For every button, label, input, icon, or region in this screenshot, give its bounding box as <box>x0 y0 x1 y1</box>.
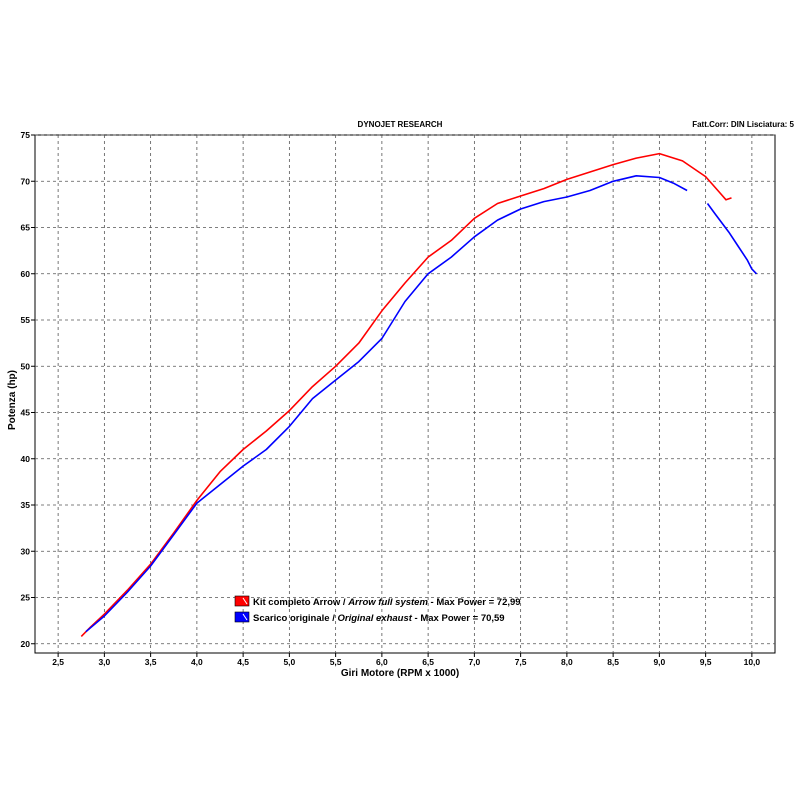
y-tick-label: 40 <box>21 454 31 464</box>
series-layer <box>80 152 758 637</box>
y-tick-label: 75 <box>21 130 31 140</box>
legend-swatch-stripe <box>242 597 248 605</box>
legend-max-power-text: - Max Power = 70,59 <box>412 613 505 624</box>
legend-swatch-red <box>234 595 250 607</box>
y-tick-label: 60 <box>21 269 31 279</box>
legend-swatch-stripe <box>242 613 248 621</box>
x-tick-label: 6,5 <box>422 657 434 667</box>
x-tick-label: 3,0 <box>98 657 110 667</box>
legend-main-text: Kit completo Arrow / <box>253 597 348 608</box>
x-tick-label: 2,5 <box>52 657 64 667</box>
y-tick-label: 70 <box>21 176 31 186</box>
legend-label: Scarico originale / Original exhaust - M… <box>253 613 505 624</box>
legend-swatch-box <box>234 611 250 623</box>
x-tick-label: 9,5 <box>700 657 712 667</box>
y-tick-label: 30 <box>21 546 31 556</box>
series-line-original-exhaust <box>85 175 688 633</box>
header-settings: Fatt.Corr: DIN Lisciatura: 5 <box>692 120 794 129</box>
legend-italic-text: Arrow full system <box>347 597 428 608</box>
axis-ticks: 2,5 3,0 3,5 4,0 4,5 5,0 5,5 6,0 6,5 7,0 7,5 8,0 8,5 9… <box>21 130 761 667</box>
grid-lines <box>35 134 775 653</box>
legend-main-text: Scarico originale / <box>253 613 337 624</box>
x-tick-label: 7,0 <box>468 657 480 667</box>
legend-swatch-box <box>234 595 250 607</box>
x-tick-label: 10,0 <box>744 657 761 667</box>
x-tick-label: 3,5 <box>145 657 157 667</box>
x-tick-label: 6,0 <box>376 657 388 667</box>
x-tick-label: 8,5 <box>607 657 619 667</box>
y-tick-label: 55 <box>21 315 31 325</box>
series-line-original-exhaust-tail <box>706 203 758 275</box>
x-tick-label: 7,5 <box>515 657 527 667</box>
legend-italic-text: Original exhaust <box>337 613 412 624</box>
y-axis-label: Potenza (hp) <box>7 370 18 430</box>
y-tick-label: 65 <box>21 223 31 233</box>
y-tick-label: 50 <box>21 361 31 371</box>
x-tick-label: 5,0 <box>283 657 295 667</box>
x-tick-label: 9,0 <box>653 657 665 667</box>
x-tick-label: 5,5 <box>330 657 342 667</box>
legend-swatch-blue <box>234 611 250 623</box>
y-tick-label: 45 <box>21 408 31 418</box>
y-tick-label: 35 <box>21 500 31 510</box>
legend-label: Kit completo Arrow / Arrow full system -… <box>253 597 521 608</box>
legend: Kit completo Arrow / Arrow full system -… <box>234 595 521 624</box>
series-line-arrow-full-system <box>80 152 732 637</box>
x-tick-label: 8,0 <box>561 657 573 667</box>
plot-frame <box>34 134 776 654</box>
x-tick-label: 4,5 <box>237 657 249 667</box>
x-axis-label: Giri Motore (RPM x 1000) <box>341 668 459 679</box>
y-tick-label: 20 <box>21 639 31 649</box>
x-tick-label: 4,0 <box>191 657 203 667</box>
header-title: DYNOJET RESEARCH <box>358 120 443 129</box>
y-tick-label: 25 <box>21 593 31 603</box>
legend-max-power-text: - Max Power = 72,99 <box>428 597 521 608</box>
